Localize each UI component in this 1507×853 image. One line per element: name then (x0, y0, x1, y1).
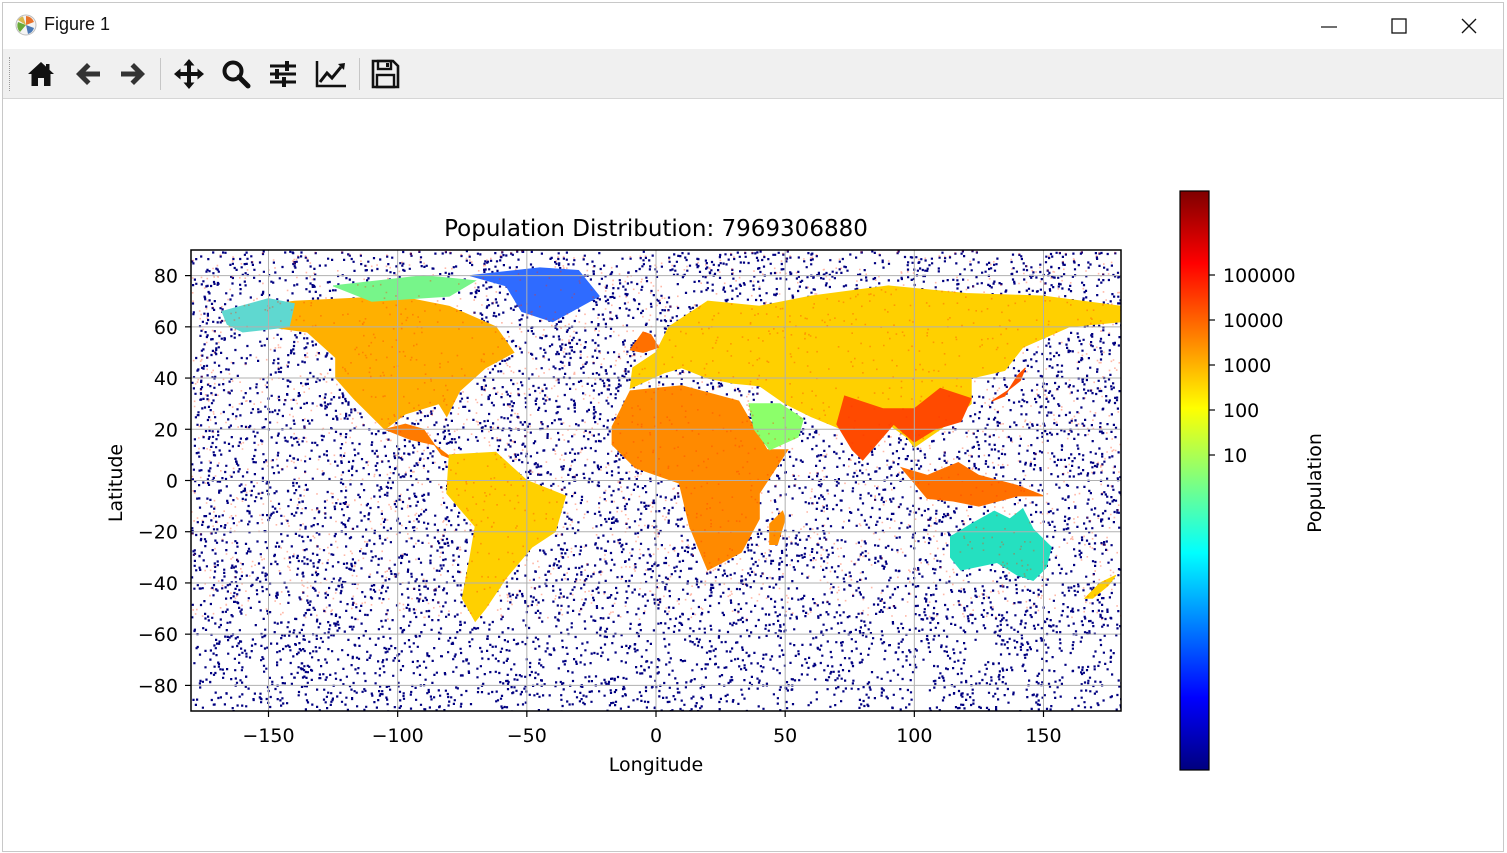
y-axis-label: Latitude (105, 444, 127, 522)
close-icon (1461, 18, 1477, 34)
home-icon (28, 62, 54, 86)
british-isles-landmass (629, 331, 660, 353)
x-tick-label: 50 (773, 725, 797, 747)
title-bar[interactable]: Figure 1 (3, 3, 1503, 48)
pan-button[interactable] (170, 56, 208, 92)
x-axis-label: Longitude (609, 754, 704, 776)
colorbar (1179, 190, 1210, 771)
y-tick-label: 60 (154, 317, 178, 339)
colorbar-tick-label: 1000 (1223, 355, 1271, 377)
save-button[interactable] (366, 56, 404, 92)
y-tick-label: −80 (138, 675, 178, 697)
x-tick-label: 100 (896, 725, 932, 747)
maximize-icon (1391, 18, 1407, 34)
x-tick-label: 150 (1025, 725, 1061, 747)
grid-lines (191, 250, 1121, 711)
y-tick-label: −40 (138, 573, 178, 595)
y-tick-label: 40 (154, 368, 178, 390)
figure-window: Figure 1 (3, 3, 1503, 851)
toolbar-grip[interactable] (9, 57, 13, 91)
canada-arctic-landmass (332, 275, 477, 302)
madagascar-landmass (769, 510, 786, 545)
customize-button[interactable] (311, 56, 349, 92)
subplots-button[interactable] (264, 56, 302, 92)
new-zealand-landmass (1083, 574, 1117, 599)
back-button[interactable] (69, 56, 107, 92)
y-tick-label: 80 (154, 266, 178, 288)
toolbar-separator (160, 58, 161, 90)
zoom-icon (222, 60, 251, 89)
figure-canvas[interactable]: Population Distribution: 7969306880 −150… (3, 99, 1503, 851)
minimize-button[interactable] (1294, 3, 1364, 48)
back-arrow-icon (76, 63, 100, 85)
x-tick-label: −150 (242, 725, 294, 747)
save-icon (371, 59, 400, 89)
window-title: Figure 1 (44, 14, 111, 34)
close-button[interactable] (1434, 3, 1503, 48)
move-icon (174, 59, 204, 89)
colorbar-label: Population (1304, 433, 1326, 533)
north-america-landmass (221, 295, 515, 430)
plot-canvas[interactable]: Population Distribution: 7969306880 −150… (3, 99, 1503, 851)
forward-arrow-icon (121, 63, 145, 85)
chart-title: Population Distribution: 7969306880 (444, 216, 868, 242)
x-tick-label: −100 (372, 725, 424, 747)
population-map (191, 250, 1121, 711)
y-tick-label: −20 (138, 522, 178, 544)
minimize-icon (1321, 26, 1337, 28)
colorbar-tick-label: 100000 (1223, 265, 1296, 287)
x-tick-label: 0 (650, 725, 662, 747)
colorbar-tick-label: 10000 (1223, 310, 1283, 332)
india-china-landmass (836, 387, 972, 461)
matplotlib-icon (15, 14, 37, 36)
navigation-toolbar (3, 49, 1503, 99)
central-america-landmass (383, 423, 455, 461)
y-tick-label: 20 (154, 419, 178, 441)
colorbar-tick-label: 100 (1223, 400, 1259, 422)
colorbar-tick-label: 10 (1223, 445, 1247, 467)
toolbar-separator (359, 58, 360, 90)
australia-landmass (950, 507, 1052, 581)
maximize-button[interactable] (1364, 3, 1434, 48)
forward-button[interactable] (114, 56, 152, 92)
greenland-landmass (469, 267, 600, 323)
y-tick-label: −60 (138, 624, 178, 646)
x-tick-label: −50 (507, 725, 547, 747)
sliders-icon (270, 61, 296, 87)
line-chart-icon (315, 61, 346, 88)
zoom-button[interactable] (217, 56, 255, 92)
y-tick-label: 0 (166, 471, 178, 493)
home-button[interactable] (22, 56, 60, 92)
japan-landmass (991, 367, 1026, 402)
